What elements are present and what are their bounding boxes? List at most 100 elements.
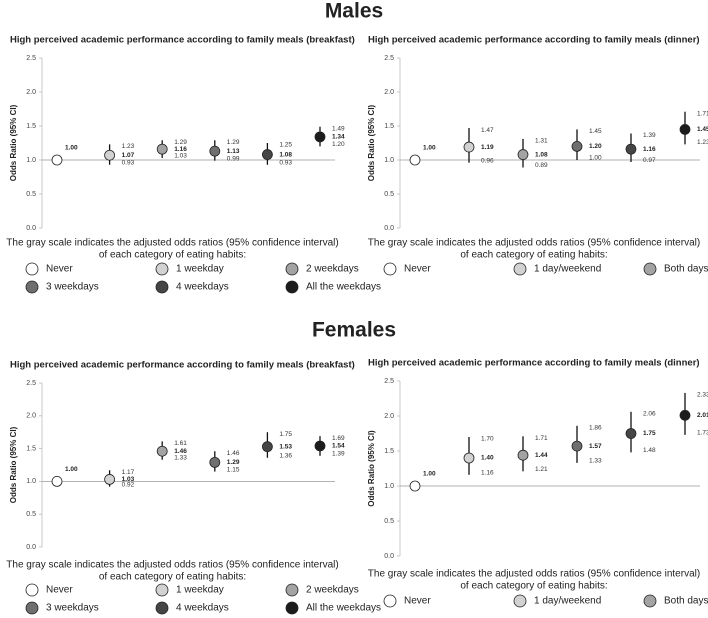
lower-label: 1.15 (227, 466, 240, 473)
y-tick-label: 2.0 (384, 413, 394, 420)
y-tick-label: 1.0 (26, 478, 36, 485)
y-tick-label: 0.5 (26, 511, 36, 518)
value-label: 1.46 (174, 448, 187, 455)
lower-label: 1.23 (697, 139, 708, 146)
upper-label: 1.31 (535, 138, 548, 145)
upper-label: 1.75 (279, 431, 292, 438)
value-label: 1.75 (643, 430, 656, 437)
value-label: 1.34 (332, 134, 345, 141)
value-label: 1.57 (589, 443, 602, 450)
upper-label: 1.49 (332, 125, 345, 132)
point (156, 143, 168, 155)
upper-label: 1.23 (122, 143, 135, 150)
upper-label: 1.25 (279, 142, 292, 149)
upper-label: 1.70 (481, 436, 494, 443)
point (679, 123, 691, 135)
upper-label: 2.33 (697, 392, 708, 399)
y-axis-label: Odds Ratio (95% CI) (367, 104, 376, 181)
legend-label: Both days (664, 264, 708, 275)
legend-marker (643, 594, 657, 608)
upper-label: 1.61 (174, 440, 187, 447)
legend-label: 1 weekday (176, 585, 224, 596)
y-tick-label: 1.0 (26, 157, 36, 164)
point (409, 480, 421, 492)
legend-label: 1 day/weekend (534, 264, 601, 275)
legend-note: The gray scale indicates the adjusted od… (368, 238, 700, 249)
value-label: 1.00 (423, 145, 436, 152)
value-label: 1.13 (227, 148, 240, 155)
lower-label: 1.39 (332, 451, 345, 458)
legend-marker (285, 583, 299, 597)
legend-marker (25, 262, 39, 276)
point (51, 475, 63, 487)
y-tick-label: 2.0 (26, 413, 36, 420)
upper-label: 1.29 (174, 139, 187, 146)
legend-label: All the weekdays (306, 282, 381, 293)
lower-label: 0.99 (227, 155, 240, 162)
lower-label: 1.33 (174, 454, 187, 461)
value-label: 1.08 (535, 151, 548, 158)
value-label: 1.00 (65, 145, 78, 152)
point (463, 141, 475, 153)
point (156, 445, 168, 457)
legend-label: 4 weekdays (176, 603, 229, 614)
upper-label: 2.06 (643, 411, 656, 418)
legend-note: of each category of eating habits: (99, 250, 246, 261)
value-label: 1.08 (279, 151, 292, 158)
legend-note: of each category of eating habits: (99, 572, 246, 583)
point (463, 452, 475, 464)
point (314, 440, 326, 452)
value-label: 1.16 (174, 146, 187, 153)
legend-marker (155, 262, 169, 276)
chart-title: High perceived academic performance acco… (368, 35, 700, 46)
chart-title: High perceived academic performance acco… (10, 35, 355, 46)
legend-note: of each category of eating habits: (460, 581, 607, 592)
legend-marker (25, 601, 39, 615)
value-label: 1.45 (697, 126, 708, 133)
y-tick-label: 2.0 (384, 89, 394, 96)
upper-label: 1.71 (535, 435, 548, 442)
point (209, 456, 221, 468)
point (261, 149, 273, 160)
legend-marker (285, 601, 299, 615)
legend-label: 1 day/weekend (534, 596, 601, 607)
point (409, 154, 421, 166)
y-axis-label: Odds Ratio (95% CI) (9, 104, 18, 181)
y-tick-label: 0.5 (384, 191, 394, 198)
legend-label: 3 weekdays (46, 603, 99, 614)
y-tick-label: 2.5 (26, 380, 36, 387)
lower-label: 0.89 (535, 162, 548, 169)
value-label: 1.20 (589, 143, 602, 150)
point (517, 149, 529, 160)
legend-marker (383, 594, 397, 608)
y-tick-label: 0.0 (384, 225, 394, 232)
lower-label: 0.93 (279, 159, 292, 166)
legend-marker (285, 262, 299, 276)
upper-label: 1.29 (227, 139, 240, 146)
point (104, 474, 115, 485)
upper-label: 1.17 (122, 469, 135, 476)
legend-label: 4 weekdays (176, 282, 229, 293)
point (517, 449, 529, 461)
y-tick-label: 2.5 (384, 55, 394, 62)
legend-note: The gray scale indicates the adjusted od… (6, 560, 338, 571)
point (104, 149, 115, 161)
y-tick-label: 0.5 (26, 191, 36, 198)
legend-marker (383, 262, 397, 276)
y-tick-label: 1.5 (26, 445, 36, 452)
point (679, 409, 691, 421)
y-tick-label: 2.5 (384, 378, 394, 385)
legend-marker (155, 601, 169, 615)
value-label: 1.00 (423, 471, 436, 478)
upper-label: 1.69 (332, 435, 345, 442)
y-tick-label: 1.5 (384, 123, 394, 130)
point (51, 154, 63, 166)
y-tick-label: 1.5 (26, 123, 36, 130)
legend-marker (25, 280, 39, 294)
legend-label: 2 weekdays (306, 264, 359, 275)
lower-label: 1.03 (174, 153, 187, 160)
upper-label: 1.47 (481, 127, 494, 134)
legend-label: Never (46, 264, 73, 275)
lower-label: 1.73 (697, 430, 708, 437)
